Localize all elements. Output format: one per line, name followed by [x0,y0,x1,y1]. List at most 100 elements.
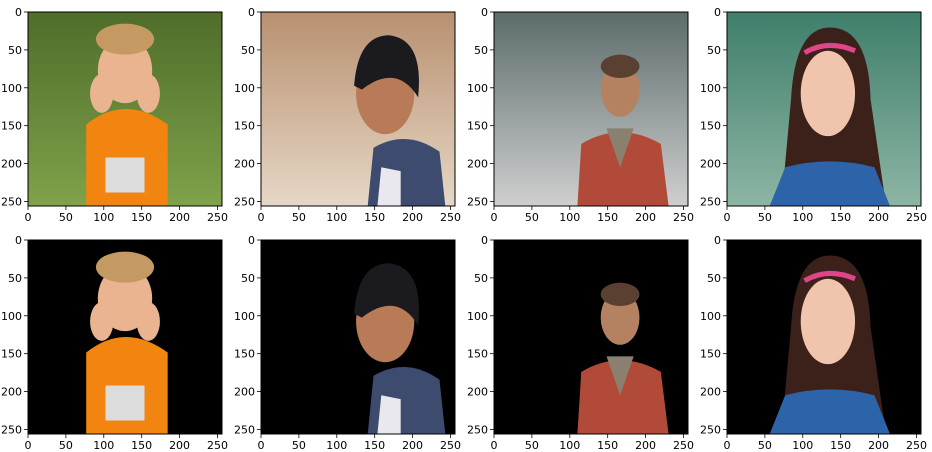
x-tick-label: 200 [169,211,190,224]
y-tick-label: 100 [234,310,255,323]
y-tick-label: 200 [234,386,255,399]
x-tick-label: 100 [326,211,347,224]
y-tick-label: 250 [467,423,488,436]
x-tick-label: 50 [758,211,772,224]
subject-sweater [577,360,669,434]
x-tick-label: 100 [559,439,580,452]
subject-hair [95,23,155,55]
y-tick-label: 250 [467,195,488,208]
x-tick-label: 100 [792,439,813,452]
x-tick-label: 150 [131,211,152,224]
y-tick-label: 150 [1,348,22,361]
y-tick-label: 150 [467,348,488,361]
y-tick-label: 50 [241,44,255,57]
y-tick-label: 200 [467,158,488,171]
subject-hair [95,251,155,283]
y-tick-label: 100 [467,82,488,95]
x-tick-label: 200 [868,439,889,452]
y-tick-label: 0 [15,234,22,247]
y-tick-label: 200 [700,158,721,171]
y-tick-label: 250 [700,195,721,208]
subject-shirt [377,167,401,206]
x-tick-label: 50 [59,439,73,452]
x-tick-label: 0 [491,211,498,224]
axes-frame [260,239,456,435]
subject-hand-right [136,74,160,113]
y-tick-label: 200 [1,386,22,399]
x-tick-label: 50 [758,439,772,452]
x-tick-label: 50 [525,211,539,224]
x-tick-label: 200 [635,439,656,452]
subject-shirt [377,395,401,434]
x-tick-label: 0 [25,211,32,224]
y-tick-label: 250 [234,195,255,208]
x-tick-label: 100 [792,211,813,224]
axes-frame [726,239,922,435]
axes-frame [27,11,223,207]
x-tick-label: 250 [906,211,927,224]
axes-frame [493,11,689,207]
y-tick-label: 150 [234,120,255,133]
headband [803,270,857,283]
subject-hair [354,263,419,326]
x-tick-label: 150 [830,439,851,452]
x-tick-label: 100 [93,439,114,452]
y-tick-label: 100 [700,310,721,323]
subject-dress [769,161,890,206]
x-tick-label: 50 [292,211,306,224]
y-tick-label: 0 [248,234,255,247]
x-tick-label: 200 [402,439,423,452]
y-tick-label: 250 [1,195,22,208]
axes-frame [726,11,922,207]
y-tick-label: 50 [474,272,488,285]
y-tick-label: 0 [481,6,488,19]
y-tick-label: 0 [714,234,721,247]
x-tick-label: 150 [364,211,385,224]
x-tick-label: 250 [673,439,694,452]
y-tick-label: 150 [700,348,721,361]
y-tick-label: 150 [1,120,22,133]
subject-collar [606,356,634,396]
x-tick-label: 150 [597,211,618,224]
x-tick-label: 250 [207,439,228,452]
y-tick-label: 100 [1,310,22,323]
subject-sweater [577,132,669,206]
y-tick-label: 150 [234,348,255,361]
y-tick-label: 0 [714,6,721,19]
y-tick-label: 50 [241,272,255,285]
y-tick-label: 150 [700,120,721,133]
y-tick-label: 200 [234,158,255,171]
subject-hair [600,282,640,306]
y-tick-label: 250 [700,423,721,436]
subject-face [800,278,856,365]
x-tick-label: 0 [724,439,731,452]
x-tick-label: 100 [326,439,347,452]
x-tick-label: 200 [169,439,190,452]
x-tick-label: 100 [93,211,114,224]
x-tick-label: 50 [59,211,73,224]
x-tick-label: 250 [440,439,461,452]
y-tick-label: 50 [707,272,721,285]
y-tick-label: 200 [1,158,22,171]
y-tick-label: 50 [8,44,22,57]
x-tick-label: 200 [635,211,656,224]
x-tick-label: 0 [258,211,265,224]
subject-hand-right [136,302,160,341]
subject-hair [600,54,640,78]
x-tick-label: 50 [525,439,539,452]
subject-hand-left [90,74,114,113]
y-tick-label: 0 [481,234,488,247]
y-tick-label: 250 [234,423,255,436]
y-tick-label: 50 [8,272,22,285]
y-tick-label: 200 [467,386,488,399]
y-tick-label: 0 [15,6,22,19]
subject-collar [606,128,634,168]
axes-frame [493,239,689,435]
x-tick-label: 150 [597,439,618,452]
x-tick-label: 0 [724,211,731,224]
